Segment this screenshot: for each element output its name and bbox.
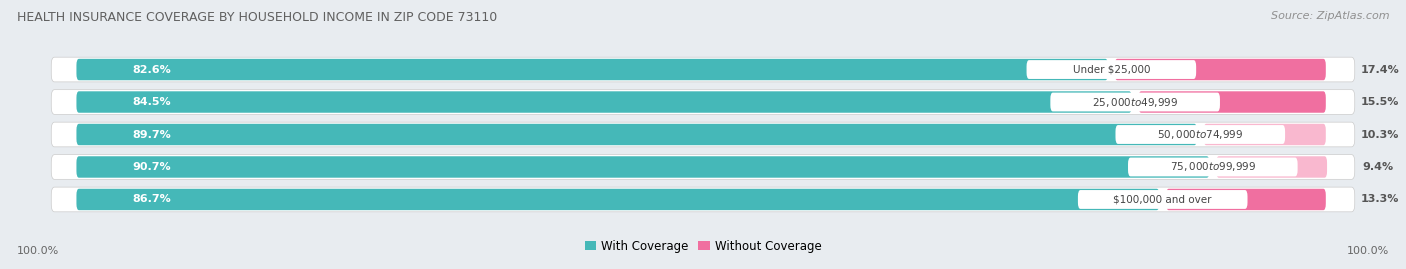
Text: $25,000 to $49,999: $25,000 to $49,999 <box>1092 95 1178 108</box>
FancyBboxPatch shape <box>51 187 1355 212</box>
FancyBboxPatch shape <box>76 189 1159 210</box>
Text: Under $25,000: Under $25,000 <box>1073 65 1150 75</box>
Text: 89.7%: 89.7% <box>132 129 172 140</box>
Text: 100.0%: 100.0% <box>17 246 59 256</box>
Text: 84.5%: 84.5% <box>132 97 172 107</box>
Text: Source: ZipAtlas.com: Source: ZipAtlas.com <box>1271 11 1389 21</box>
FancyBboxPatch shape <box>1026 60 1197 79</box>
Text: $50,000 to $74,999: $50,000 to $74,999 <box>1157 128 1243 141</box>
FancyBboxPatch shape <box>1139 91 1326 113</box>
FancyBboxPatch shape <box>76 59 1108 80</box>
FancyBboxPatch shape <box>1115 59 1326 80</box>
Legend: With Coverage, Without Coverage: With Coverage, Without Coverage <box>585 240 821 253</box>
Text: 15.5%: 15.5% <box>1361 97 1399 107</box>
FancyBboxPatch shape <box>1204 124 1326 145</box>
FancyBboxPatch shape <box>1166 189 1326 210</box>
FancyBboxPatch shape <box>76 91 1132 113</box>
Text: 17.4%: 17.4% <box>1361 65 1399 75</box>
Text: $100,000 and over: $100,000 and over <box>1114 194 1212 204</box>
Text: 10.3%: 10.3% <box>1361 129 1399 140</box>
FancyBboxPatch shape <box>51 57 1355 82</box>
FancyBboxPatch shape <box>51 90 1355 114</box>
FancyBboxPatch shape <box>1078 190 1247 209</box>
FancyBboxPatch shape <box>51 122 1355 147</box>
Text: 13.3%: 13.3% <box>1361 194 1399 204</box>
Text: 82.6%: 82.6% <box>132 65 172 75</box>
FancyBboxPatch shape <box>76 124 1197 145</box>
Text: HEALTH INSURANCE COVERAGE BY HOUSEHOLD INCOME IN ZIP CODE 73110: HEALTH INSURANCE COVERAGE BY HOUSEHOLD I… <box>17 11 498 24</box>
FancyBboxPatch shape <box>1216 156 1327 178</box>
FancyBboxPatch shape <box>1128 158 1298 176</box>
FancyBboxPatch shape <box>1050 93 1220 111</box>
FancyBboxPatch shape <box>51 155 1355 179</box>
FancyBboxPatch shape <box>1115 125 1285 144</box>
Text: 90.7%: 90.7% <box>132 162 172 172</box>
FancyBboxPatch shape <box>76 156 1209 178</box>
Text: $75,000 to $99,999: $75,000 to $99,999 <box>1170 161 1256 174</box>
Text: 9.4%: 9.4% <box>1362 162 1393 172</box>
Text: 86.7%: 86.7% <box>132 194 172 204</box>
Text: 100.0%: 100.0% <box>1347 246 1389 256</box>
